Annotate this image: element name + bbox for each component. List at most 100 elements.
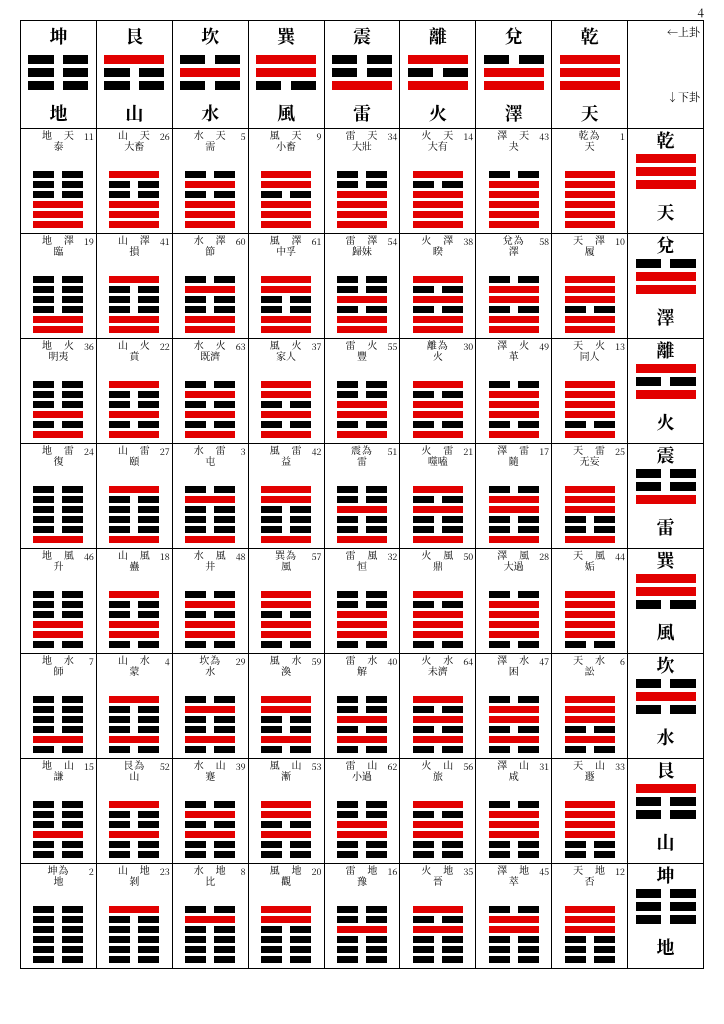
hexagram-cell: 62雷 山小過 <box>324 759 400 864</box>
col-header-element: 火 <box>400 98 475 128</box>
hexagram-icon <box>325 906 400 966</box>
hexagram-cell: 17澤 雷隨 <box>476 444 552 549</box>
col-header-name: 離 <box>400 21 475 51</box>
trigram-icon <box>476 51 551 98</box>
hexagram-name: 澤 地萃 <box>476 865 551 886</box>
hexagram-cell: 47澤 水困 <box>476 654 552 759</box>
col-header-0: 坤地 <box>21 21 97 129</box>
trigram-icon <box>628 885 703 932</box>
hexagram-icon <box>21 591 96 651</box>
hexagram-icon <box>97 276 172 336</box>
hexagram-icon <box>552 171 627 231</box>
hexagram-icon <box>21 696 96 756</box>
hexagram-name: 地 澤臨 <box>21 235 96 256</box>
col-header-element: 山 <box>97 98 172 128</box>
hexagram-name: 火 山旅 <box>400 760 475 781</box>
hexagram-name: 水 天需 <box>173 130 248 151</box>
hexagram-name: 乾為天 <box>552 130 627 151</box>
hexagram-cell: 22山 火賁 <box>96 339 172 444</box>
trigram-icon <box>173 51 248 98</box>
trigram-icon <box>628 465 703 512</box>
hexagram-cell: 51震為雷 <box>324 444 400 549</box>
hexagram-icon <box>400 801 475 861</box>
hexagram-icon <box>173 276 248 336</box>
trigram-icon <box>628 150 703 197</box>
col-header-name: 兌 <box>476 21 551 51</box>
hexagram-cell: 50火 風鼎 <box>400 549 476 654</box>
row-header-5: 坎水 <box>628 654 704 759</box>
hexagram-cell: 54雷 澤歸妹 <box>324 234 400 339</box>
hexagram-name: 火 天大有 <box>400 130 475 151</box>
col-header-3: 巽風 <box>248 21 324 129</box>
hexagram-cell: 57巽為風 <box>248 549 324 654</box>
hexagram-name: 地 雷復 <box>21 445 96 466</box>
hexagram-icon <box>21 276 96 336</box>
hexagram-cell: 41山 澤損 <box>96 234 172 339</box>
trigram-icon <box>97 51 172 98</box>
hexagram-name: 火 風鼎 <box>400 550 475 571</box>
col-header-element: 澤 <box>476 98 551 128</box>
hexagram-table: 坤地艮山坎水巽風震雷離火兌澤乾天←上卦↓下卦11地 天泰26山 天大畜5水 天需… <box>20 20 704 969</box>
hexagram-icon <box>21 171 96 231</box>
col-header-name: 艮 <box>97 21 172 51</box>
hexagram-cell: 35火 地晉 <box>400 864 476 969</box>
hexagram-cell: 43澤 天夬 <box>476 129 552 234</box>
hexagram-cell: 56火 山旅 <box>400 759 476 864</box>
hexagram-icon <box>552 486 627 546</box>
hexagram-icon <box>325 486 400 546</box>
hexagram-name: 雷 火豐 <box>325 340 400 361</box>
hexagram-icon <box>173 696 248 756</box>
col-header-2: 坎水 <box>172 21 248 129</box>
col-header-name: 坎 <box>173 21 248 51</box>
col-header-name: 震 <box>325 21 400 51</box>
col-header-element: 地 <box>21 98 96 128</box>
hexagram-cell: 4山 水蒙 <box>96 654 172 759</box>
hexagram-name: 澤 山咸 <box>476 760 551 781</box>
trigram-icon <box>552 51 627 98</box>
hexagram-cell: 25天 雷无妄 <box>552 444 628 549</box>
trigram-icon <box>21 51 96 98</box>
col-header-1: 艮山 <box>96 21 172 129</box>
hexagram-icon <box>325 591 400 651</box>
hexagram-name: 巽為風 <box>249 550 324 571</box>
hexagram-icon <box>249 276 324 336</box>
row-header-2: 離火 <box>628 339 704 444</box>
hexagram-icon <box>249 591 324 651</box>
col-header-7: 乾天 <box>552 21 628 129</box>
trigram-icon <box>400 51 475 98</box>
hexagram-name: 風 地觀 <box>249 865 324 886</box>
trigram-icon <box>249 51 324 98</box>
hexagram-icon <box>325 696 400 756</box>
hexagram-icon <box>325 801 400 861</box>
row-header-7: 坤地 <box>628 864 704 969</box>
hexagram-icon <box>476 171 551 231</box>
hexagram-cell: 11地 天泰 <box>21 129 97 234</box>
hexagram-name: 水 雷屯 <box>173 445 248 466</box>
row-header-1: 兌澤 <box>628 234 704 339</box>
hexagram-icon <box>552 276 627 336</box>
col-header-name: 乾 <box>552 21 627 51</box>
hexagram-name: 天 山遯 <box>552 760 627 781</box>
hexagram-name: 地 水師 <box>21 655 96 676</box>
hexagram-cell: 24地 雷復 <box>21 444 97 549</box>
hexagram-icon <box>173 381 248 441</box>
hexagram-name: 風 澤中孚 <box>249 235 324 256</box>
hexagram-name: 火 水未濟 <box>400 655 475 676</box>
hexagram-cell: 42風 雷益 <box>248 444 324 549</box>
hexagram-name: 離為火 <box>400 340 475 361</box>
hexagram-name: 火 地晉 <box>400 865 475 886</box>
hexagram-icon <box>249 801 324 861</box>
hexagram-icon <box>325 381 400 441</box>
hexagram-icon <box>552 801 627 861</box>
hexagram-icon <box>552 381 627 441</box>
hexagram-icon <box>249 696 324 756</box>
hexagram-icon <box>400 591 475 651</box>
hexagram-icon <box>400 171 475 231</box>
hexagram-cell: 18山 風蠱 <box>96 549 172 654</box>
hexagram-icon <box>97 381 172 441</box>
hexagram-cell: 32雷 風恒 <box>324 549 400 654</box>
hexagram-cell: 61風 澤中孚 <box>248 234 324 339</box>
hexagram-icon <box>21 906 96 966</box>
hexagram-name: 天 地否 <box>552 865 627 886</box>
hexagram-icon <box>97 171 172 231</box>
